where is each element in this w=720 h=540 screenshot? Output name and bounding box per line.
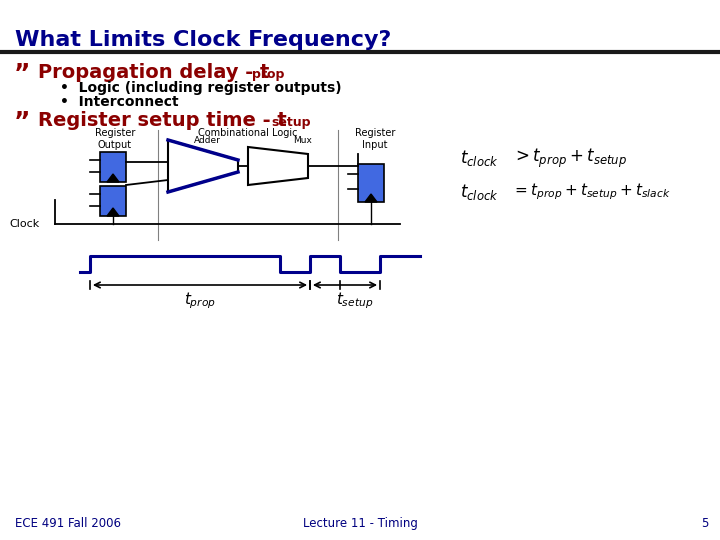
Text: Clock: Clock [10, 219, 40, 229]
Text: Register setup time - t: Register setup time - t [38, 111, 287, 130]
Text: Propagation delay - t: Propagation delay - t [38, 63, 269, 82]
Text: $> t_{prop}+ t_{setup}$: $> t_{prop}+ t_{setup}$ [512, 146, 627, 170]
Polygon shape [365, 194, 377, 202]
Text: $t_{clock}$: $t_{clock}$ [460, 182, 499, 202]
Text: prop: prop [252, 68, 284, 81]
Text: What Limits Clock Frequency?: What Limits Clock Frequency? [15, 30, 392, 50]
Polygon shape [107, 208, 119, 216]
Text: $t_{setup}$: $t_{setup}$ [336, 290, 374, 310]
Text: ”: ” [14, 110, 30, 134]
Text: Register
Input: Register Input [355, 128, 395, 150]
Text: ”: ” [14, 62, 30, 86]
Text: Register
Output: Register Output [95, 128, 135, 150]
Text: 5: 5 [701, 517, 708, 530]
Text: Adder: Adder [194, 136, 220, 145]
Text: Combinational Logic: Combinational Logic [198, 128, 298, 138]
Polygon shape [168, 140, 238, 192]
Polygon shape [107, 174, 119, 182]
Polygon shape [248, 147, 308, 185]
Bar [100, 186, 126, 216]
Text: $t_{prop}$: $t_{prop}$ [184, 290, 216, 310]
Text: setup: setup [271, 116, 310, 129]
Text: Lecture 11 - Timing: Lecture 11 - Timing [302, 517, 418, 530]
Bar [100, 152, 126, 182]
Text: ECE 491 Fall 2006: ECE 491 Fall 2006 [15, 517, 121, 530]
Text: •  Logic (including register outputs): • Logic (including register outputs) [60, 81, 341, 95]
Text: $t_{clock}$: $t_{clock}$ [460, 148, 499, 168]
Text: $= t_{prop}+ t_{setup} + t_{slack}$: $= t_{prop}+ t_{setup} + t_{slack}$ [512, 181, 671, 202]
Bar [358, 164, 384, 202]
Text: •  Interconnect: • Interconnect [60, 95, 179, 109]
Text: Mux: Mux [294, 136, 312, 145]
